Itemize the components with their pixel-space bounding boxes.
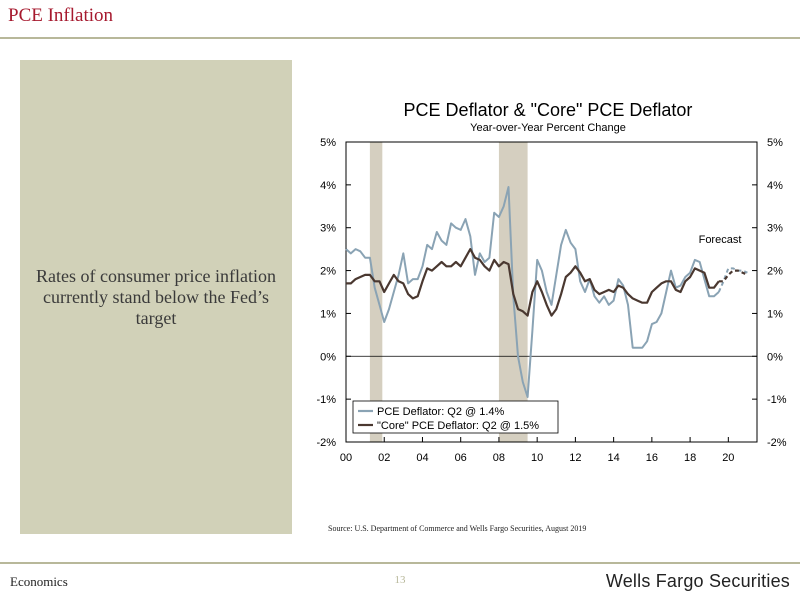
- x-tick-label: 02: [378, 452, 390, 464]
- summary-text: Rates of consumer price inflation curren…: [36, 265, 276, 328]
- y-tick-label-left: 0%: [320, 351, 336, 363]
- summary-panel: Rates of consumer price inflation curren…: [20, 60, 292, 534]
- legend-box: [352, 400, 559, 434]
- chart-title: PCE Deflator & "Core" PCE Deflator: [403, 100, 693, 120]
- x-tick-label: 06: [455, 452, 467, 464]
- legend-label-0: PCE Deflator: Q2 @ 1.4%: [377, 406, 505, 418]
- y-tick-label-right: 3%: [767, 223, 783, 235]
- y-tick-label-right: 1%: [767, 308, 783, 320]
- x-tick-label: 10: [531, 452, 543, 464]
- x-tick-label: 14: [608, 452, 620, 464]
- brand-logo-text: Wells Fargo Securities: [605, 571, 790, 591]
- source-note: Source: U.S. Department of Commerce and …: [328, 524, 587, 533]
- y-tick-label-left: 4%: [320, 180, 336, 192]
- forecast-label: Forecast: [699, 234, 742, 246]
- y-tick-label-right: 0%: [767, 351, 783, 363]
- y-tick-label-left: 2%: [320, 266, 336, 278]
- y-tick-label-right: -1%: [767, 394, 787, 406]
- series-forecast-line-1: [718, 269, 748, 283]
- footer-rule: [0, 562, 800, 564]
- x-tick-label: 18: [684, 452, 696, 464]
- chart-subtitle: Year-over-Year Percent Change: [470, 122, 626, 134]
- y-tick-label-left: -1%: [316, 394, 336, 406]
- plot-frame: [345, 141, 758, 443]
- page-number: 13: [394, 574, 406, 586]
- y-tick-label-right: 2%: [767, 266, 783, 278]
- y-tick-label-right: 4%: [767, 180, 783, 192]
- series-forecast-line-0: [717, 267, 748, 293]
- y-tick-label-left: 5%: [320, 137, 336, 149]
- x-tick-label: 16: [646, 452, 658, 464]
- x-tick-label: 00: [340, 452, 352, 464]
- page-title: PCE Inflation: [8, 5, 114, 26]
- y-tick-label-left: 3%: [320, 223, 336, 235]
- y-tick-label-right: -2%: [767, 437, 787, 449]
- pce-chart: -2% -2% -1% -1% 0% 0% 1% 1% 2% 2% 3% 3% 4% 4% 5% 5% 00 02…: [316, 137, 787, 464]
- x-tick-label: 20: [722, 452, 734, 464]
- series-line-1: [346, 248, 720, 317]
- series-line-0: [345, 186, 720, 398]
- footer-section-label: Economics: [10, 574, 68, 589]
- legend-label-1: "Core" PCE Deflator: Q2 @ 1.5%: [377, 420, 539, 432]
- header-rule: [0, 37, 800, 39]
- x-tick-label: 08: [493, 452, 505, 464]
- y-tick-label-left: -2%: [316, 437, 336, 449]
- x-tick-label: 12: [569, 452, 581, 464]
- y-tick-label-left: 1%: [320, 308, 336, 320]
- x-tick-label: 04: [416, 452, 428, 464]
- y-tick-label-right: 5%: [767, 137, 783, 149]
